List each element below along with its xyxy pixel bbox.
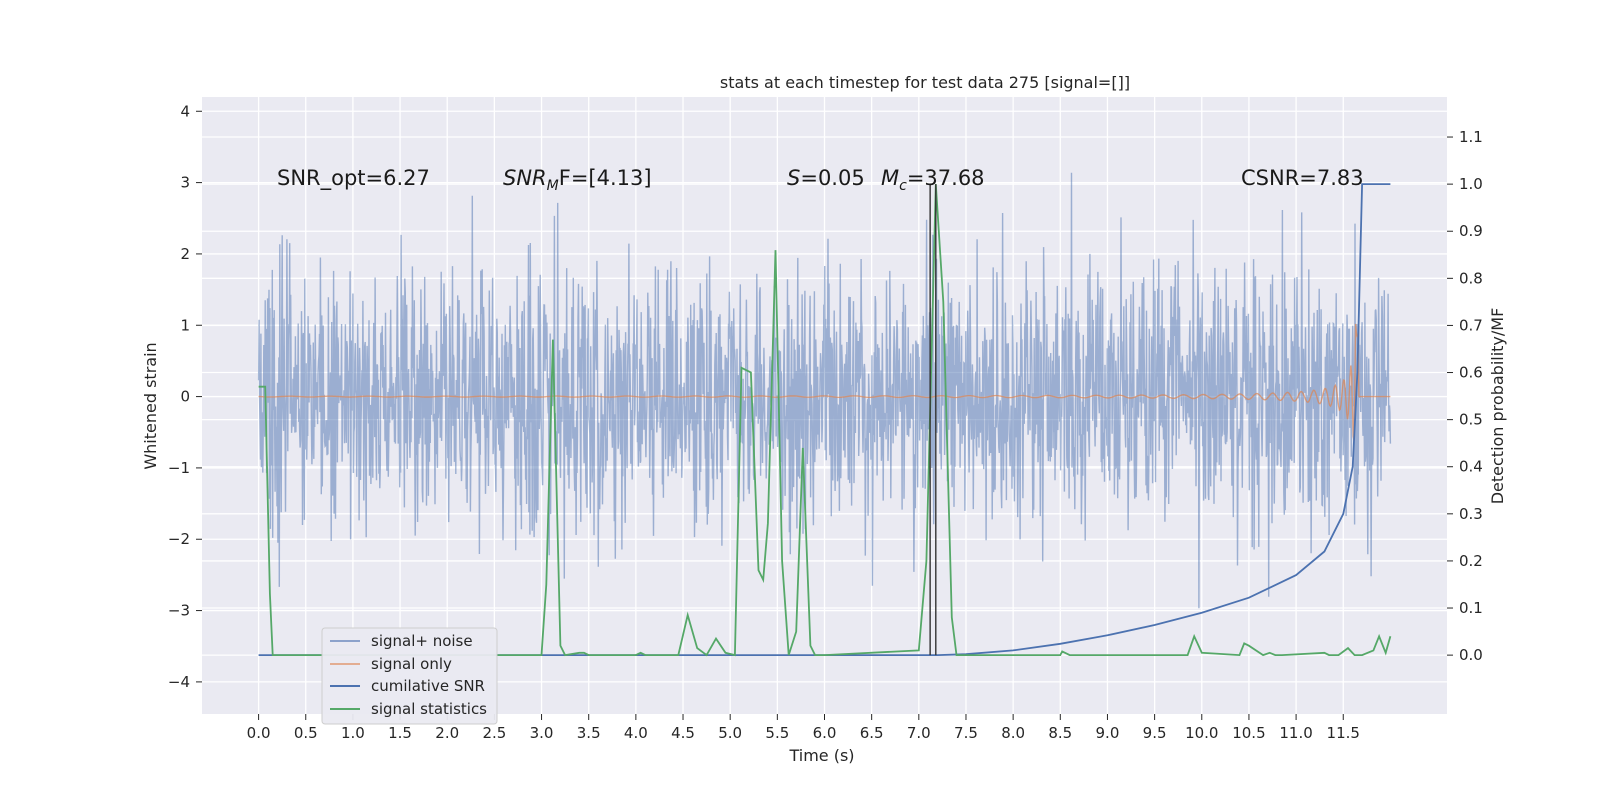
x-tick-label: 2.0	[435, 724, 459, 742]
y2-tick-label: 0.4	[1459, 458, 1483, 476]
x-tick-label: 1.5	[388, 724, 412, 742]
legend-item-signal-statistics: signal statistics	[330, 700, 487, 718]
x-tick-label: 11.5	[1327, 724, 1360, 742]
x-tick-label: 10.5	[1232, 724, 1265, 742]
signal-only-line	[258, 323, 1391, 441]
x-tick-label: 4.5	[671, 724, 695, 742]
y-tick-label: 3	[180, 174, 190, 192]
x-tick-label: 2.5	[482, 724, 506, 742]
y2-tick-label: 0.6	[1459, 364, 1483, 382]
legend-item-signal-noise: signal+ noise	[330, 632, 473, 650]
y-tick-label: 4	[180, 102, 190, 120]
annotation-snr-mf: SNRMF=[4.13]	[503, 166, 652, 194]
y-axis-label: Whitened strain	[141, 342, 160, 469]
x-tick-label: 5.0	[718, 724, 742, 742]
annotation-snr-opt: SNR_opt=6.27	[277, 166, 430, 191]
x-tick-label: 4.0	[624, 724, 648, 742]
y-tick-label: −1	[168, 459, 190, 477]
x-tick-label: 1.0	[341, 724, 365, 742]
y-tick-label: −4	[168, 673, 190, 691]
signal-statistics-line	[258, 184, 1392, 657]
legend-label: signal statistics	[371, 700, 487, 718]
x-tick-label: 6.5	[860, 724, 884, 742]
y-tick-label: 0	[180, 388, 190, 406]
chart-title: stats at each timestep for test data 275…	[720, 73, 1130, 92]
y2-tick-label: 0.8	[1459, 269, 1483, 287]
legend-item-cumulative-snr: cumilative SNR	[330, 677, 485, 695]
x-tick-label: 0.0	[247, 724, 271, 742]
legend: signal+ noise signal only cumilative SNR…	[321, 627, 498, 725]
x-tick-label: 3.0	[530, 724, 554, 742]
y2-tick-label: 0.9	[1459, 222, 1483, 240]
legend-item-signal-only: signal only	[330, 655, 452, 673]
x-tick-label: 5.5	[765, 724, 789, 742]
y2-tick-label: 0.2	[1459, 552, 1483, 570]
legend-label: signal+ noise	[371, 632, 473, 650]
cumulative-snr-line	[258, 183, 1391, 656]
x-axis: 0.0 0.5 1.0 1.5 2.0 2.5 3.0 3.5 4.0 4.5 5.0 5.5 6.0 6…	[247, 714, 1360, 742]
x-tick-label: 0.5	[294, 724, 318, 742]
y2-tick-label: 0.5	[1459, 411, 1483, 429]
vertical-lines	[929, 184, 937, 656]
x-tick-label: 9.5	[1143, 724, 1167, 742]
x-tick-label: 6.0	[813, 724, 837, 742]
annotation-csnr: CSNR=7.83	[1241, 166, 1364, 190]
y-tick-label: −3	[168, 602, 190, 620]
legend-label: cumilative SNR	[371, 677, 485, 695]
x-tick-label: 7.0	[907, 724, 931, 742]
annotations: SNR_opt=6.27 SNRMF=[4.13] S=0.05 Mc=37.6…	[277, 166, 1364, 194]
y2-tick-label: 1.0	[1459, 175, 1483, 193]
series-signal-statistics	[258, 184, 1392, 657]
x-tick-label: 8.0	[1001, 724, 1025, 742]
series-cumulative-snr	[258, 183, 1391, 656]
legend-box	[321, 627, 498, 725]
x-tick-label: 9.0	[1096, 724, 1120, 742]
y2-tick-label: 1.1	[1459, 128, 1483, 146]
x-tick-label: 7.5	[954, 724, 978, 742]
annotation-chirp-mass: Mc=37.68	[881, 166, 985, 194]
series-signal-noise	[257, 172, 1392, 609]
y-axis-left: 4 3 2 1 0 −1 −2 −3 −4	[168, 102, 202, 691]
y-axis-right: 1.1 1.0 0.9 0.8 0.7 0.6 0.5 0.4 0.3 0.2 0.1 0.0	[1447, 128, 1483, 664]
series-signal-only	[258, 323, 1391, 441]
x-tick-label: 3.5	[577, 724, 601, 742]
y-tick-label: 1	[180, 316, 190, 334]
annotation-s-statistic: S=0.05	[787, 166, 865, 190]
x-axis-label: Time (s)	[788, 746, 854, 765]
y2-tick-label: 0.3	[1459, 505, 1483, 523]
signal-noise-line	[257, 172, 1392, 609]
y2-tick-label: 0.7	[1459, 316, 1483, 334]
y2-tick-label: 0.0	[1459, 646, 1483, 664]
y-tick-label: −2	[168, 530, 190, 548]
legend-label: signal only	[371, 655, 452, 673]
x-tick-label: 8.5	[1048, 724, 1072, 742]
y2-tick-label: 0.1	[1459, 599, 1483, 617]
y2-axis-label: Detection probability/MF	[1488, 308, 1507, 505]
x-tick-label: 10.0	[1185, 724, 1218, 742]
y-tick-label: 2	[180, 245, 190, 263]
x-tick-label: 11.0	[1279, 724, 1312, 742]
